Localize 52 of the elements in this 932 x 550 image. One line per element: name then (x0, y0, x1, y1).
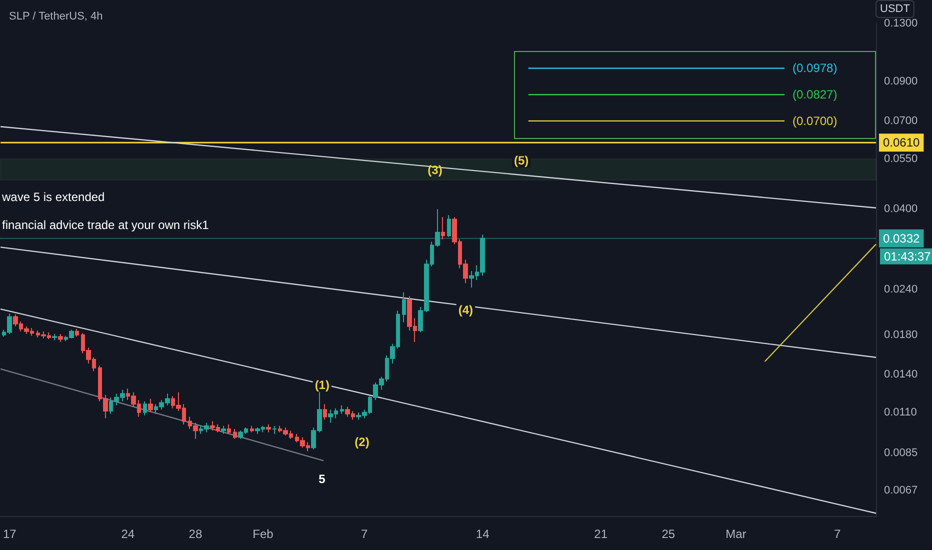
annotation: (2) (354, 435, 370, 449)
y-tick-label: 0.0067 (884, 484, 918, 497)
y-tick-label: 0.0240 (884, 284, 918, 296)
x-tick-label: 21 (594, 527, 608, 541)
y-tick-label: 0.0700 (884, 114, 918, 127)
y-tick-label: 0.0900 (884, 75, 918, 88)
series-label: (0.0827) (792, 88, 838, 102)
annotation: (1) (314, 378, 330, 392)
chart-title: SLP / TetherUS, 4h (9, 10, 103, 22)
candlestick (250, 425, 254, 433)
ref-line-label: 0.0610 (883, 136, 920, 150)
candlestick (58, 333, 63, 343)
candlestick (143, 400, 147, 416)
x-tick-label: 28 (188, 527, 202, 541)
annotation: (4) (458, 302, 474, 317)
candlestick (221, 425, 226, 434)
candlestick (323, 404, 327, 420)
candlestick (75, 328, 79, 338)
series-label: (0.0978) (792, 61, 838, 76)
candlestick (148, 398, 153, 413)
y-tick-label: 0.0110 (884, 406, 917, 418)
x-tick-label: 7 (361, 527, 368, 541)
x-tick-label: 7 (834, 527, 841, 541)
candlestick (233, 428, 237, 440)
candlestick (227, 424, 231, 434)
annotation: (3) (428, 163, 442, 177)
candlestick (52, 333, 57, 341)
candlestick (441, 216, 445, 240)
candlestick (402, 292, 406, 323)
x-tick-label: 17 (2, 527, 17, 541)
series-label: (0.0700) (792, 114, 838, 128)
y-tick-label: 0.0400 (884, 203, 918, 216)
y-tick-label: 0.1300 (884, 17, 918, 30)
x-tick-label: 25 (662, 527, 676, 541)
y-tick-label: 0.0180 (884, 328, 918, 341)
x-tick-label: 24 (121, 527, 135, 541)
annotation: wave 5 is extended (1, 190, 105, 204)
y-tick-label: 0.0085 (884, 447, 918, 460)
y-tick-label: 0.0140 (884, 368, 918, 380)
candlestick (340, 404, 344, 414)
x-tick-label: Feb (252, 527, 274, 541)
y-tick-label: 0.0550 (884, 152, 918, 165)
x-tick-label: Mar (726, 527, 746, 541)
candlestick (272, 425, 277, 434)
text: 01:43:37 (884, 249, 932, 264)
annotation: financial advice trade at your own risk1 (2, 218, 210, 232)
candlestick (266, 424, 271, 433)
x-tick-label: 14 (476, 527, 490, 541)
y-axis-title: USDT (880, 3, 910, 15)
annotation: (5) (514, 154, 529, 168)
annotation: 5 (318, 472, 326, 486)
ref-line-label: 0.0332 (883, 231, 920, 246)
